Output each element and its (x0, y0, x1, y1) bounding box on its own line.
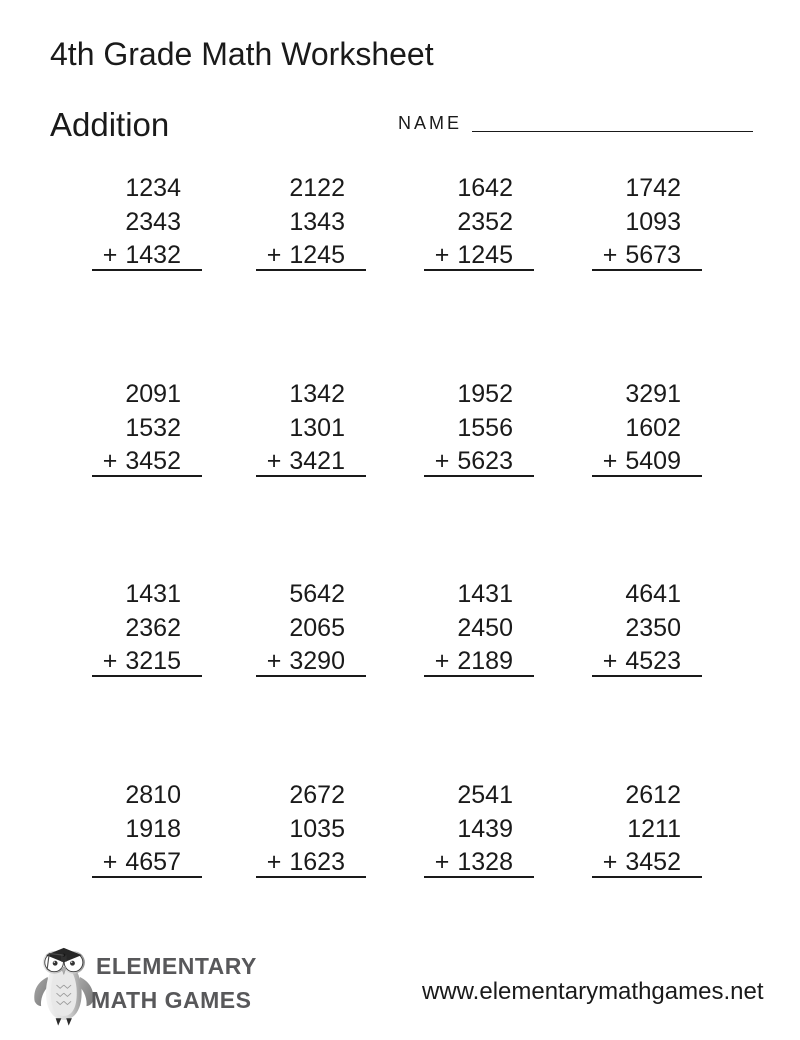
svg-text:ELEMENTARY: ELEMENTARY (96, 953, 257, 979)
svg-text:MATH GAMES: MATH GAMES (91, 987, 251, 1013)
